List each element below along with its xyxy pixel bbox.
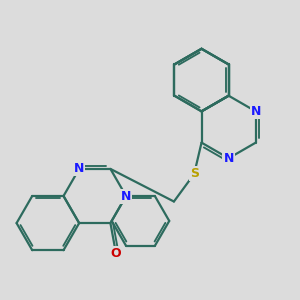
Text: O: O bbox=[111, 247, 121, 260]
Text: S: S bbox=[190, 167, 199, 180]
Text: N: N bbox=[121, 190, 131, 202]
Text: N: N bbox=[74, 162, 84, 176]
Text: N: N bbox=[224, 152, 234, 165]
Text: N: N bbox=[250, 105, 261, 118]
